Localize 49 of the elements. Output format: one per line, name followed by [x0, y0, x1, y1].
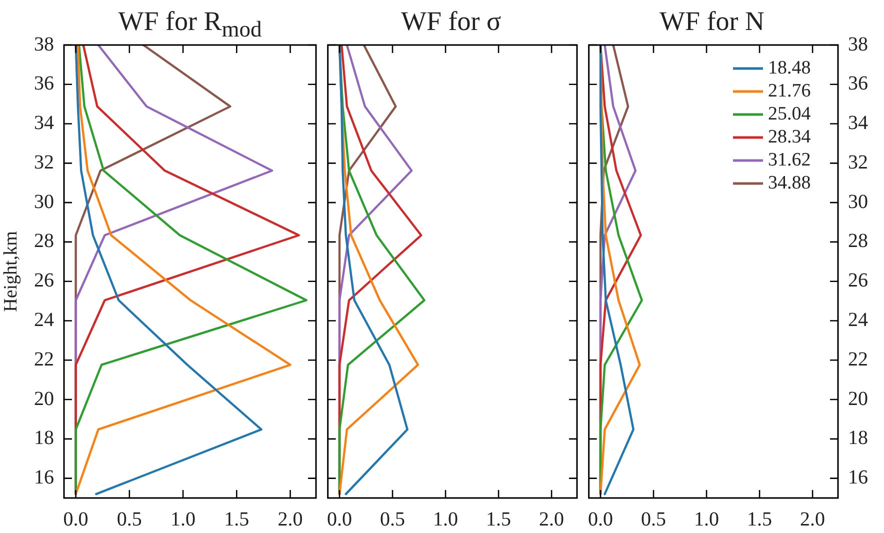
- y-tick-label: 18: [34, 427, 54, 450]
- y-tick-label: 22: [34, 348, 54, 370]
- y-tick-label: 24: [848, 308, 868, 331]
- y-tick-label: 34: [848, 112, 868, 134]
- y-tick-label: 20: [848, 388, 868, 410]
- y-tick-label: 36: [34, 72, 54, 95]
- x-tick-label: 1.0: [694, 508, 720, 530]
- legend-label: 18.48: [768, 57, 811, 78]
- chart-title: WF for N: [658, 6, 766, 37]
- x-tick-label: 0.0: [588, 508, 613, 530]
- y-tick-label: 18: [848, 427, 868, 450]
- y-tick-label: 32: [848, 151, 868, 174]
- x-tick-label: 0.5: [380, 508, 406, 530]
- chart-title: WF for σ: [400, 6, 502, 37]
- y-tick-label: 38: [848, 33, 868, 56]
- x-tick-label: 0.5: [116, 508, 142, 530]
- x-tick-label: 1.5: [486, 508, 512, 530]
- y-axis-title: Height,km: [0, 230, 22, 312]
- y-tick-label: 20: [34, 388, 54, 410]
- y-tick-label: 22: [848, 348, 868, 370]
- y-tick-label: 32: [34, 151, 54, 174]
- chart-title: WF for R$_{mod}$: [117, 6, 263, 42]
- y-tick-label: 16: [34, 466, 54, 489]
- legend-label: 21.76: [768, 80, 811, 102]
- y-tick-label: 26: [848, 270, 868, 292]
- legend-label: 25.04: [768, 103, 812, 124]
- y-tick-label: 34: [34, 112, 54, 134]
- x-tick-label: 2.0: [800, 508, 826, 530]
- legend-label: 34.88: [768, 172, 811, 194]
- x-tick-label: 1.5: [747, 508, 772, 530]
- x-tick-label: 0.0: [327, 508, 352, 530]
- x-tick-label: 2.0: [278, 508, 303, 530]
- y-tick-label: 36: [848, 72, 868, 95]
- x-tick-label: 1.0: [433, 508, 458, 530]
- x-tick-label: 2.0: [539, 508, 564, 530]
- y-tick-label: 28: [848, 230, 868, 252]
- y-tick-label: 24: [34, 308, 54, 331]
- y-tick-label: 30: [34, 190, 54, 213]
- x-tick-label: 1.5: [224, 508, 250, 530]
- legend-label: 28.34: [768, 126, 812, 148]
- y-tick-label: 16: [848, 466, 868, 489]
- y-tick-label: 26: [34, 270, 54, 292]
- y-tick-label: 28: [34, 230, 54, 252]
- legend-label: 31.62: [768, 149, 811, 170]
- y-tick-label: 38: [34, 33, 54, 56]
- x-tick-label: 0.0: [63, 508, 88, 530]
- x-tick-label: 0.5: [641, 508, 666, 530]
- y-tick-label: 30: [848, 190, 868, 213]
- x-tick-label: 1.0: [170, 508, 196, 530]
